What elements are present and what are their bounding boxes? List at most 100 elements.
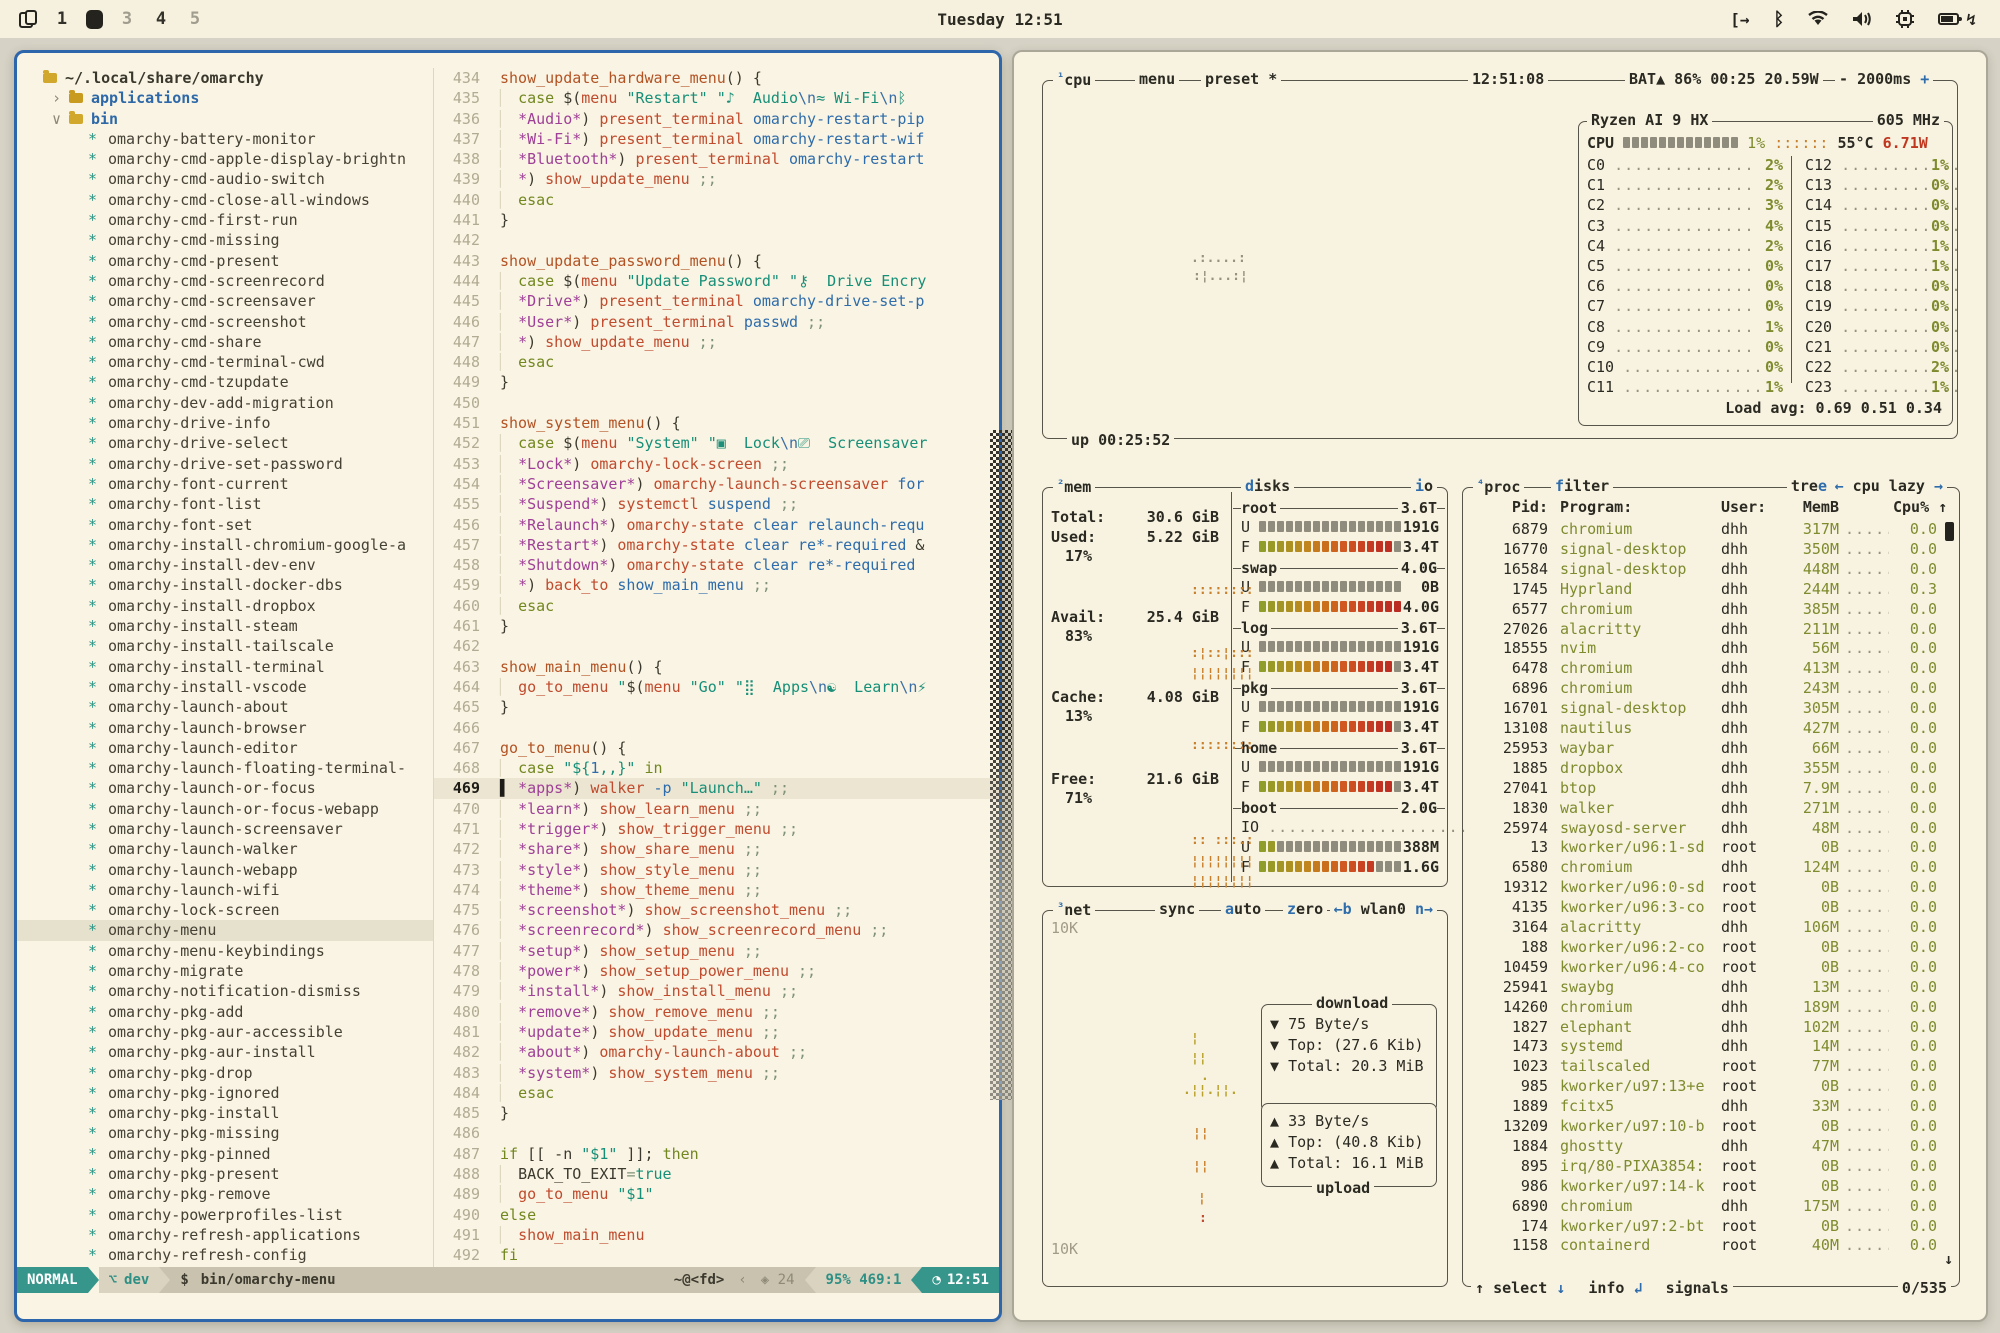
- tree-file-row[interactable]: *omarchy-launch-walker: [17, 839, 433, 859]
- tree-file-row[interactable]: *omarchy-drive-set-password: [17, 454, 433, 474]
- proc-row[interactable]: 14260chromiumdhh189M..........0.0: [1473, 998, 1945, 1018]
- code-line[interactable]: 476▏ *screenrecord*) show_screenrecord_m…: [434, 920, 999, 940]
- code-line[interactable]: 475▏ *screenshot*) show_screenshot_menu …: [434, 900, 999, 920]
- proc-row[interactable]: 4135kworker/u96:3-coroot0B..........0.0: [1473, 898, 1945, 918]
- tree-file-row[interactable]: *omarchy-pkg-drop: [17, 1063, 433, 1083]
- tree-file-row[interactable]: *omarchy-cmd-missing: [17, 230, 433, 250]
- code-line[interactable]: 460▏ esac: [434, 596, 999, 616]
- code-line[interactable]: 490else: [434, 1205, 999, 1225]
- tree-file-row[interactable]: *omarchy-cmd-audio-switch: [17, 169, 433, 189]
- proc-row[interactable]: 986kworker/u97:14-kroot0B..........0.0: [1473, 1177, 1945, 1197]
- tree-file-row[interactable]: *omarchy-install-dev-env: [17, 555, 433, 575]
- scroll-down-icon[interactable]: ↓: [1944, 1250, 1953, 1268]
- tree-file-row[interactable]: *omarchy-refresh-config: [17, 1245, 433, 1265]
- tree-file-row[interactable]: *omarchy-font-current: [17, 474, 433, 494]
- tree-file-row[interactable]: *omarchy-cmd-tzupdate: [17, 372, 433, 392]
- proc-row[interactable]: 10459kworker/u96:4-coroot0B..........0.0: [1473, 958, 1945, 978]
- code-line[interactable]: 446▏ *User*) present_terminal passwd ;;: [434, 312, 999, 332]
- git-branch[interactable]: ⌥ dev: [99, 1267, 160, 1293]
- proc-row[interactable]: 13kworker/u96:1-sdroot0B..........0.0: [1473, 838, 1945, 858]
- code-line[interactable]: 452▏ case $(menu "System" "▣ Lock\n⎚ Scr…: [434, 433, 999, 453]
- code-line[interactable]: 445▏ *Drive*) present_terminal omarchy-d…: [434, 291, 999, 311]
- code-line[interactable]: 453▏ *Lock*) omarchy-lock-screen ;;: [434, 454, 999, 474]
- tree-file-row[interactable]: *omarchy-notification-dismiss: [17, 981, 433, 1001]
- proc-row[interactable]: 1885dropboxdhh355M..........0.0: [1473, 759, 1945, 779]
- preset-button[interactable]: preset *: [1201, 70, 1281, 88]
- tree-file-row[interactable]: *omarchy-install-steam: [17, 616, 433, 636]
- tree-file-row[interactable]: *omarchy-cmd-screensaver: [17, 291, 433, 311]
- proc-row[interactable]: 16701signal-desktopdhh305M..........0.0: [1473, 699, 1945, 719]
- zero-button[interactable]: zero: [1283, 900, 1327, 918]
- code-line[interactable]: 480▏ *remove*) show_remove_menu ;;: [434, 1002, 999, 1022]
- tree-file-row[interactable]: *omarchy-font-list: [17, 494, 433, 514]
- code-line[interactable]: 447▏ *) show_update_menu ;;: [434, 332, 999, 352]
- proc-row[interactable]: 18555nvimdhh56M..........0.0: [1473, 639, 1945, 659]
- code-line[interactable]: 481▏ *update*) show_update_menu ;;: [434, 1022, 999, 1042]
- proc-row[interactable]: 1473systemddhh14M..........0.0: [1473, 1037, 1945, 1057]
- io-button[interactable]: io: [1411, 477, 1437, 495]
- code-line[interactable]: 471▏ *trigger*) show_trigger_menu ;;: [434, 819, 999, 839]
- tree-file-row[interactable]: *omarchy-cmd-present: [17, 251, 433, 271]
- proc-row[interactable]: 6879chromiumdhh317M..........0.0: [1473, 520, 1945, 540]
- filter-button[interactable]: filter: [1551, 477, 1613, 495]
- proc-row[interactable]: 25941swaybgdhh13M..........0.0: [1473, 978, 1945, 998]
- proc-row[interactable]: 27041btopdhh7.9M..........0.0: [1473, 779, 1945, 799]
- tree-button[interactable]: tree: [1787, 477, 1831, 495]
- tree-file-row[interactable]: *omarchy-install-docker-dbs: [17, 575, 433, 595]
- code-line[interactable]: 477▏ *setup*) show_setup_menu ;;: [434, 941, 999, 961]
- code-line[interactable]: 459▏ *) back_to show_main_menu ;;: [434, 575, 999, 595]
- net-box-title[interactable]: ³net: [1053, 900, 1095, 919]
- code-line[interactable]: 464▏ go_to_menu "$(menu "Go" "⣿ Apps\n☯ …: [434, 677, 999, 697]
- tree-file-row[interactable]: *omarchy-menu: [17, 920, 433, 940]
- refresh-ms-control[interactable]: - 2000ms +: [1835, 70, 1933, 88]
- tree-file-row[interactable]: *omarchy-drive-info: [17, 413, 433, 433]
- tree-file-row[interactable]: *omarchy-cmd-terminal-cwd: [17, 352, 433, 372]
- proc-row[interactable]: 188kworker/u96:2-coroot0B..........0.0: [1473, 938, 1945, 958]
- tree-file-row[interactable]: *omarchy-lock-screen: [17, 900, 433, 920]
- tree-file-row[interactable]: *omarchy-cmd-first-run: [17, 210, 433, 230]
- tree-file-row[interactable]: *omarchy-powerprofiles-list: [17, 1205, 433, 1225]
- proc-row[interactable]: 27026alacrittydhh211M..........0.0: [1473, 620, 1945, 640]
- code-line[interactable]: 449}: [434, 372, 999, 392]
- code-line[interactable]: 456▏ *Relaunch*) omarchy-state clear rel…: [434, 515, 999, 535]
- code-line[interactable]: 488▏ BACK_TO_EXIT=true: [434, 1164, 999, 1184]
- proc-row[interactable]: 6890chromiumdhh175M..........0.0: [1473, 1197, 1945, 1217]
- tree-file-row[interactable]: *omarchy-launch-editor: [17, 738, 433, 758]
- code-line[interactable]: 440▏ esac: [434, 190, 999, 210]
- code-line[interactable]: 455▏ *Suspend*) systemctl suspend ;;: [434, 494, 999, 514]
- battery-icon[interactable]: ↯: [1938, 10, 1976, 29]
- btop-window[interactable]: ¹cpu menu preset * 12:51:08 BAT▲ 86% 00:…: [1012, 50, 1988, 1322]
- tree-dir-applications[interactable]: ›applications: [17, 88, 433, 108]
- tree-file-row[interactable]: *omarchy-pkg-aur-install: [17, 1042, 433, 1062]
- tree-file-row[interactable]: *omarchy-menu-keybindings: [17, 941, 433, 961]
- tree-file-row[interactable]: *omarchy-pkg-add: [17, 1002, 433, 1022]
- proc-row[interactable]: 1830walkerdhh271M..........0.0: [1473, 799, 1945, 819]
- tree-file-row[interactable]: *omarchy-install-vscode: [17, 677, 433, 697]
- proc-row[interactable]: 3164alacrittydhh106M..........0.0: [1473, 918, 1945, 938]
- tree-file-row[interactable]: *omarchy-install-chromium-google-a: [17, 535, 433, 555]
- code-line[interactable]: 484▏ esac: [434, 1083, 999, 1103]
- proc-row[interactable]: 1745Hyprlanddhh244M..........0.3: [1473, 580, 1945, 600]
- code-line[interactable]: 479▏ *install*) show_install_menu ;;: [434, 981, 999, 1001]
- code-line[interactable]: 489▏ go_to_menu "$1": [434, 1184, 999, 1204]
- chip-icon[interactable]: [1896, 10, 1914, 28]
- code-line[interactable]: 454▏ *Screensaver*) omarchy-launch-scree…: [434, 474, 999, 494]
- tree-file-row[interactable]: *omarchy-dev-add-migration: [17, 393, 433, 413]
- code-line[interactable]: 438▏ *Bluetooth*) present_terminal omarc…: [434, 149, 999, 169]
- tree-file-row[interactable]: *omarchy-refresh-applications: [17, 1225, 433, 1245]
- volume-icon[interactable]: [1852, 11, 1872, 27]
- proc-row[interactable]: 985kworker/u97:13+eroot0B..........0.0: [1473, 1077, 1945, 1097]
- proc-row[interactable]: 895irq/80-PIXA3854:root0B..........0.0: [1473, 1157, 1945, 1177]
- tree-file-row[interactable]: *omarchy-pkg-ignored: [17, 1083, 433, 1103]
- tree-file-row[interactable]: *omarchy-launch-wifi: [17, 880, 433, 900]
- tree-file-row[interactable]: *omarchy-pkg-present: [17, 1164, 433, 1184]
- tree-file-row[interactable]: *omarchy-cmd-screenrecord: [17, 271, 433, 291]
- proc-scrollbar[interactable]: [1945, 522, 1954, 541]
- menu-button[interactable]: menu: [1135, 70, 1179, 88]
- code-line[interactable]: 473▏ *style*) show_style_menu ;;: [434, 860, 999, 880]
- code-line[interactable]: 470▏ *learn*) show_learn_menu ;;: [434, 799, 999, 819]
- interface-switcher[interactable]: ←b wlan0 n→: [1330, 900, 1437, 918]
- code-line[interactable]: 474▏ *theme*) show_theme_menu ;;: [434, 880, 999, 900]
- proc-row[interactable]: 6577chromiumdhh385M..........0.0: [1473, 600, 1945, 620]
- tree-file-row[interactable]: *omarchy-install-dropbox: [17, 596, 433, 616]
